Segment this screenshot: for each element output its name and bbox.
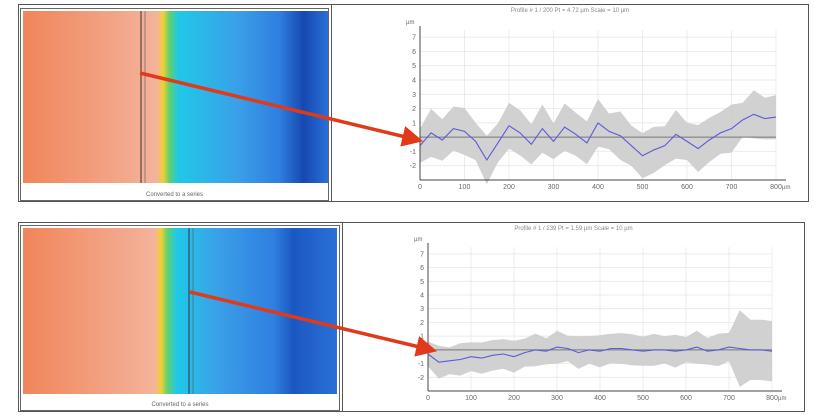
- y-tick-label: 2: [412, 106, 416, 113]
- chart-title: Profile # 1 / 200 Pt = 4.72 µm Scale = 1…: [510, 8, 630, 14]
- chart-title: Profile # 1 / 239 Pt = 1.59 µm Scale = 1…: [514, 226, 633, 232]
- profile-chart-1: Profile # 1 / 200 Pt = 4.72 µm Scale = 1…: [331, 4, 809, 202]
- x-tick-label: 600: [680, 395, 692, 402]
- y-tick-label: 6: [412, 49, 416, 56]
- profile-chart-2: Profile # 1 / 239 Pt = 1.59 µm Scale = 1…: [342, 222, 805, 412]
- x-axis-unit: µm: [778, 396, 786, 402]
- x-tick-label: 0: [426, 395, 430, 402]
- x-axis-unit: µm: [782, 185, 790, 191]
- x-tick-label: 700: [726, 184, 738, 191]
- y-tick-label: -1: [410, 149, 416, 156]
- x-tick-label: 800: [770, 184, 782, 191]
- y-tick-label: 5: [420, 279, 424, 286]
- y-tick-label: 0: [420, 347, 424, 354]
- height-map-fill: [23, 228, 337, 394]
- y-tick-label: 0: [412, 135, 416, 142]
- surface-map-1: Converted to a series: [20, 8, 329, 201]
- x-tick-label: 500: [637, 395, 649, 402]
- y-tick-label: -2: [418, 375, 424, 382]
- map-caption: Converted to a series: [151, 402, 209, 408]
- x-tick-label: 600: [681, 184, 693, 191]
- x-tick-label: 700: [723, 395, 735, 402]
- y-tick-label: 4: [412, 78, 416, 85]
- x-tick-label: 400: [592, 184, 604, 191]
- y-tick-label: -2: [410, 163, 416, 170]
- height-map-image: [23, 228, 337, 394]
- height-map-fill: [23, 11, 328, 183]
- y-tick-label: 1: [412, 120, 416, 127]
- map-caption: Converted to a series: [145, 192, 204, 198]
- profile-plot-1: 0 100 200 300 400 500 600 700 800 -2 -1 0 1 2 3 4 5 6 7 µm µ…: [406, 20, 790, 191]
- profile-plot-2: 0 100 200 300 400 500 600 700 800 -2 -1 0 1 2 3 4 5 6 7 µm µ…: [414, 237, 786, 402]
- profile-series-line: [419, 113, 777, 162]
- y-tick-label: 3: [420, 306, 424, 313]
- x-tick-label: 200: [508, 395, 520, 402]
- x-tick-label: 300: [548, 184, 560, 191]
- y-axis-unit: µm: [406, 20, 414, 26]
- x-tick-label: 800: [766, 395, 778, 402]
- y-tick-label: 5: [412, 63, 416, 70]
- x-tick-label: 400: [594, 395, 606, 402]
- profile-envelope-band: [428, 310, 772, 387]
- y-tick-label: 7: [420, 251, 424, 258]
- y-tick-label: 3: [412, 92, 416, 99]
- x-tick-label: 200: [503, 184, 515, 191]
- y-tick-label: 1: [420, 334, 424, 341]
- y-tick-label: 7: [412, 35, 416, 42]
- x-tick-label: 0: [418, 184, 422, 191]
- height-map-image: [23, 11, 328, 183]
- surface-map-2: Converted to a series: [20, 225, 340, 411]
- x-tick-label: 300: [551, 395, 563, 402]
- y-axis-unit: µm: [414, 237, 422, 243]
- profile-series-line: [427, 346, 773, 363]
- y-tick-label: -1: [418, 361, 424, 368]
- y-tick-label: 6: [420, 265, 424, 272]
- x-tick-label: 100: [459, 184, 471, 191]
- y-tick-label: 4: [420, 293, 424, 300]
- x-tick-label: 500: [637, 184, 649, 191]
- x-tick-label: 100: [465, 395, 477, 402]
- y-tick-label: 2: [420, 320, 424, 327]
